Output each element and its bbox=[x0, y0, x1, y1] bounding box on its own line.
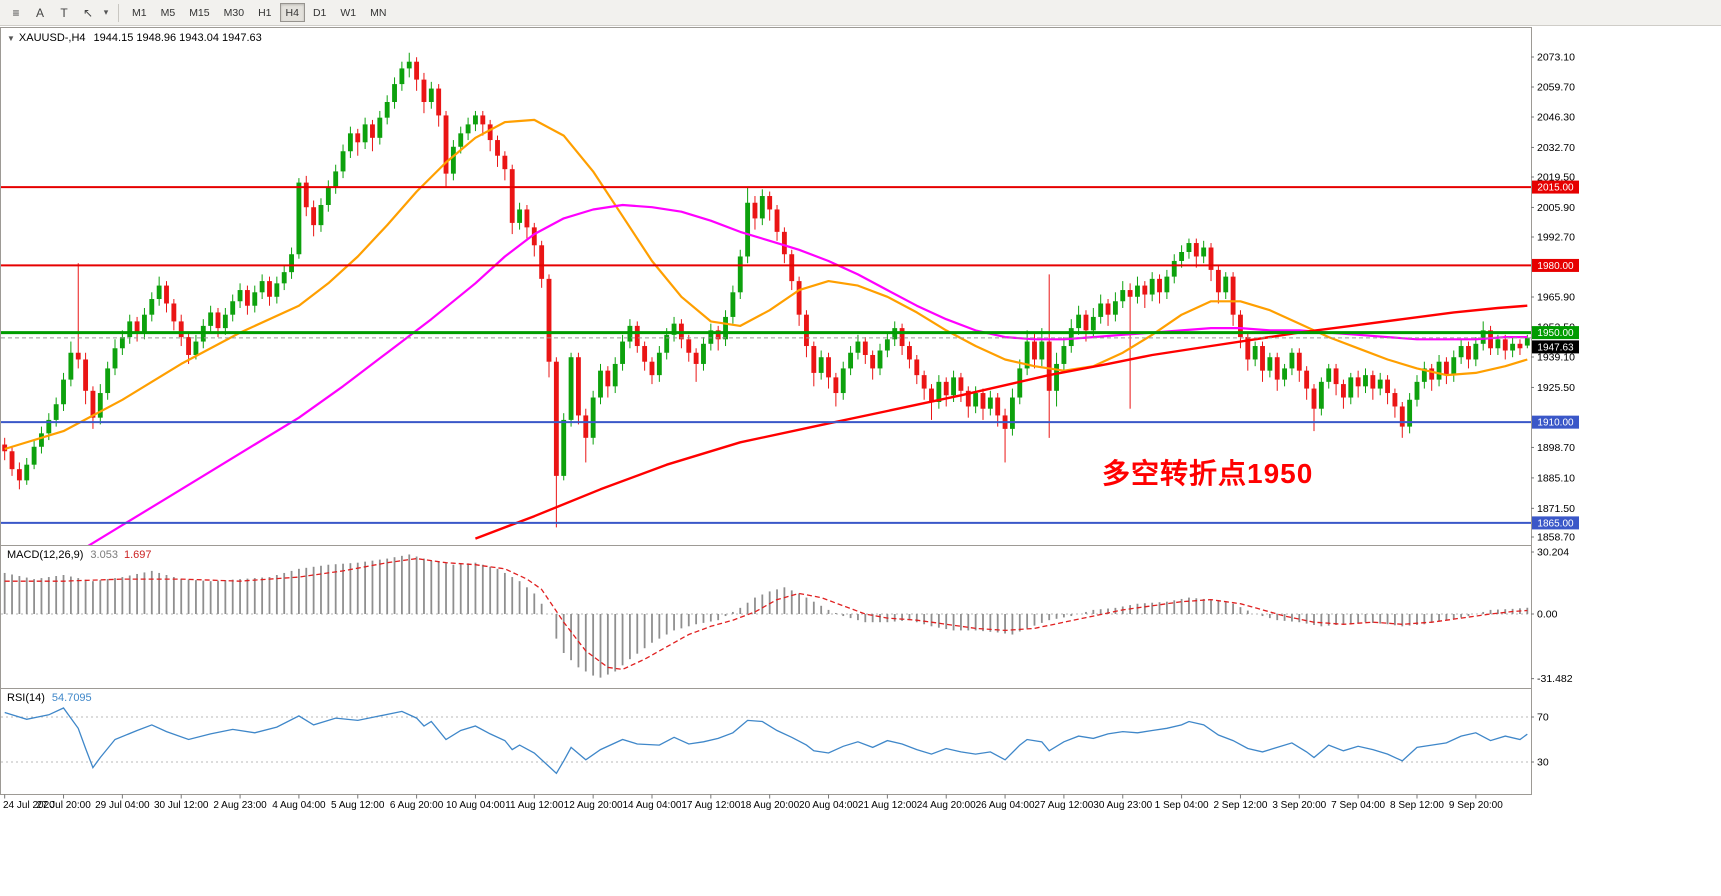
arrow-dropdown-icon[interactable]: ▾ bbox=[100, 3, 112, 23]
svg-text:1898.70: 1898.70 bbox=[1537, 442, 1575, 454]
symbol-caret-icon: ▼ bbox=[7, 34, 15, 43]
svg-text:2073.10: 2073.10 bbox=[1537, 52, 1575, 64]
svg-text:1871.50: 1871.50 bbox=[1537, 503, 1575, 515]
svg-text:24 Aug 20:00: 24 Aug 20:00 bbox=[917, 800, 976, 811]
svg-text:1 Sep 04:00: 1 Sep 04:00 bbox=[1155, 800, 1209, 811]
svg-text:30 Aug 23:00: 30 Aug 23:00 bbox=[1093, 800, 1152, 811]
svg-text:2 Sep 12:00: 2 Sep 12:00 bbox=[1213, 800, 1267, 811]
timeframe-h4-button[interactable]: H4 bbox=[279, 3, 305, 22]
timeframe-w1-button[interactable]: W1 bbox=[334, 3, 362, 22]
svg-text:1992.70: 1992.70 bbox=[1537, 232, 1575, 244]
rsi-indicator bbox=[1, 707, 1531, 775]
svg-text:17 Aug 12:00: 17 Aug 12:00 bbox=[681, 800, 740, 811]
svg-text:8 Sep 12:00: 8 Sep 12:00 bbox=[1390, 800, 1444, 811]
timeframe-mn-button[interactable]: MN bbox=[364, 3, 392, 22]
svg-text:1885.10: 1885.10 bbox=[1537, 472, 1575, 484]
svg-text:-31.482: -31.482 bbox=[1537, 673, 1573, 685]
arrow-tool-icon[interactable]: ↖ bbox=[76, 3, 100, 23]
timeframe-m30-button[interactable]: M30 bbox=[218, 3, 250, 22]
macd-name: MACD(12,26,9) bbox=[7, 549, 84, 561]
svg-text:1858.70: 1858.70 bbox=[1537, 532, 1575, 544]
svg-text:21 Aug 12:00: 21 Aug 12:00 bbox=[858, 800, 917, 811]
svg-text:70: 70 bbox=[1537, 712, 1549, 724]
svg-text:11 Aug 12:00: 11 Aug 12:00 bbox=[505, 800, 564, 811]
svg-text:7 Sep 04:00: 7 Sep 04:00 bbox=[1331, 800, 1385, 811]
timeframe-m1-button[interactable]: M1 bbox=[126, 3, 153, 22]
toolbar: ≡ A T ↖ ▾ M1 M5 M15 M30 H1 H4 D1 W1 MN bbox=[0, 0, 1721, 26]
price-axis[interactable]: 2073.10 2059.70 2046.30 2032.70 2019.50 2005.… bbox=[1531, 52, 1579, 769]
timeframe-m15-button[interactable]: M15 bbox=[183, 3, 215, 22]
symbol-title: ▼ XAUUSD-,H4 1944.15 1948.96 1943.04 1947.… bbox=[7, 32, 262, 44]
svg-text:18 Aug 20:00: 18 Aug 20:00 bbox=[740, 800, 799, 811]
svg-text:24 Jul 2020: 24 Jul 2020 bbox=[3, 800, 55, 811]
svg-text:2019.50: 2019.50 bbox=[1537, 172, 1575, 184]
svg-text:1910.00: 1910.00 bbox=[1537, 418, 1574, 429]
svg-text:14 Aug 04:00: 14 Aug 04:00 bbox=[623, 800, 682, 811]
chart-annotation: 多空转折点1950 bbox=[1102, 458, 1314, 489]
rsi-label: RSI(14) 54.7095 bbox=[7, 692, 92, 704]
horizontal-level-lines[interactable] bbox=[1, 186, 1531, 524]
svg-text:1865.00: 1865.00 bbox=[1537, 518, 1574, 529]
svg-text:6 Aug 20:00: 6 Aug 20:00 bbox=[390, 800, 444, 811]
svg-text:1925.50: 1925.50 bbox=[1537, 382, 1575, 394]
svg-text:27 Jul 20:00: 27 Jul 20:00 bbox=[36, 800, 91, 811]
macd-main-value: 3.053 bbox=[90, 549, 118, 561]
svg-text:26 Aug 04:00: 26 Aug 04:00 bbox=[976, 800, 1035, 811]
svg-text:5 Aug 12:00: 5 Aug 12:00 bbox=[331, 800, 385, 811]
chart-mode-icon[interactable]: ≡ bbox=[4, 3, 28, 23]
svg-text:27 Aug 12:00: 27 Aug 12:00 bbox=[1034, 800, 1093, 811]
svg-text:1965.90: 1965.90 bbox=[1537, 292, 1575, 304]
timeframe-h1-button[interactable]: H1 bbox=[252, 3, 277, 22]
svg-text:0.00: 0.00 bbox=[1537, 609, 1558, 621]
svg-text:12 Aug 20:00: 12 Aug 20:00 bbox=[564, 800, 623, 811]
svg-text:1947.63: 1947.63 bbox=[1537, 342, 1574, 353]
svg-text:2046.30: 2046.30 bbox=[1537, 112, 1575, 124]
macd-indicator bbox=[1, 554, 1531, 678]
macd-label: MACD(12,26,9) 3.053 1.697 bbox=[7, 549, 151, 561]
svg-text:29 Jul 04:00: 29 Jul 04:00 bbox=[95, 800, 150, 811]
svg-text:2059.70: 2059.70 bbox=[1537, 82, 1575, 94]
svg-text:2032.70: 2032.70 bbox=[1537, 142, 1575, 154]
text-label-tool-icon[interactable]: A bbox=[28, 3, 52, 23]
toolbar-separator bbox=[118, 3, 119, 22]
svg-text:9 Sep 20:00: 9 Sep 20:00 bbox=[1449, 800, 1503, 811]
svg-text:3 Sep 20:00: 3 Sep 20:00 bbox=[1272, 800, 1326, 811]
svg-text:30: 30 bbox=[1537, 757, 1549, 769]
svg-text:1950.00: 1950.00 bbox=[1537, 328, 1574, 339]
svg-text:10 Aug 04:00: 10 Aug 04:00 bbox=[446, 800, 505, 811]
timeframe-d1-button[interactable]: D1 bbox=[307, 3, 332, 22]
rsi-value: 54.7095 bbox=[51, 692, 92, 704]
text-box-tool-icon[interactable]: T bbox=[52, 3, 76, 23]
svg-text:1980.00: 1980.00 bbox=[1537, 261, 1574, 272]
ohlc-readout: 1944.15 1948.96 1943.04 1947.63 bbox=[93, 32, 262, 44]
candlestick-series bbox=[2, 52, 1530, 528]
rsi-name: RSI(14) bbox=[7, 692, 45, 704]
svg-text:30 Jul 12:00: 30 Jul 12:00 bbox=[154, 800, 209, 811]
svg-text:30.204: 30.204 bbox=[1537, 547, 1569, 559]
svg-text:1939.10: 1939.10 bbox=[1537, 352, 1575, 364]
timeframe-m5-button[interactable]: M5 bbox=[155, 3, 182, 22]
symbol-timeframe-label: XAUUSD-,H4 bbox=[18, 32, 86, 44]
svg-text:2005.90: 2005.90 bbox=[1537, 202, 1575, 214]
svg-text:20 Aug 04:00: 20 Aug 04:00 bbox=[799, 800, 858, 811]
panel-borders bbox=[0, 27, 1532, 795]
svg-text:2 Aug 23:00: 2 Aug 23:00 bbox=[213, 800, 267, 811]
svg-text:4 Aug 04:00: 4 Aug 04:00 bbox=[272, 800, 326, 811]
svg-text:2015.00: 2015.00 bbox=[1537, 183, 1574, 194]
macd-signal-value: 1.697 bbox=[123, 549, 152, 561]
